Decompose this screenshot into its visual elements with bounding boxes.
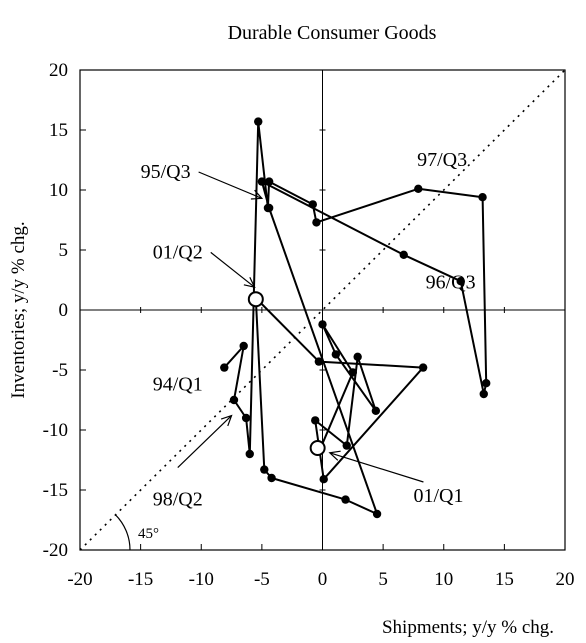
annotation-arrowhead [250,189,264,200]
y-tick-label: -20 [43,540,68,561]
data-point [308,200,317,209]
data-point [311,416,320,425]
data-point [341,495,350,504]
x-tick-label: 10 [434,569,453,590]
angle-arc [114,514,131,551]
data-point [220,363,229,372]
annotation-label: 97/Q3 [417,149,467,171]
x-tick-label: 15 [495,569,514,590]
data-point [371,406,381,415]
data-point [312,218,321,227]
y-axis-label: Inventories; y/y % chg. [8,221,29,398]
annotation-arrow [198,171,263,199]
data-point [478,193,487,202]
data-point [372,509,382,519]
data-point [318,320,327,329]
data-point [456,277,465,286]
series-group [220,117,491,519]
data-point [414,184,423,193]
annotation-arrow [210,251,255,288]
data-point [264,203,274,213]
data-point [348,368,358,377]
data-point [479,389,488,399]
annotations-group: 95/Q3 97/Q3 01/Q2 96/Q3 94/Q1 98/Q2 01/Q1 [141,149,476,511]
annotation-label: 01/Q2 [153,241,203,263]
data-point [353,352,362,361]
x-tick-label: -5 [254,569,270,590]
annotation-arrowhead [243,277,256,289]
data-point [418,363,428,372]
data-point [257,177,267,186]
y-tick-label: -10 [43,420,68,441]
x-tick-label: 0 [318,569,328,590]
data-point [314,357,324,366]
annotation-label: 95/Q3 [141,161,191,183]
x-tick-label: -10 [189,569,214,590]
y-tick-label: 20 [49,60,68,81]
x-tick-label: 5 [378,569,388,590]
annotation-arrow [329,452,424,483]
annotation-arrowhead [220,414,233,427]
chart-title: Durable Consumer Goods [228,22,437,44]
data-point [229,395,239,405]
data-point [241,413,251,423]
angle-label: 45° [138,526,159,542]
y-tick-label: 0 [59,300,69,321]
x-tick-label: 20 [556,569,575,590]
data-point [399,250,408,259]
y-tick-label: 10 [49,180,68,201]
data-point [319,475,328,484]
x-tick-label: -20 [67,569,92,590]
y-tick-label: -15 [43,480,68,501]
annotation-label: 98/Q2 [153,489,203,511]
data-point [264,177,274,186]
y-tick-label: 5 [59,240,69,261]
annotation-label: 94/Q1 [153,373,203,395]
data-point [239,341,248,351]
data-point [245,449,254,459]
data-point [267,473,276,483]
reference-line-45 [79,69,566,551]
data-point [254,117,263,126]
annotation-arrow [177,415,232,469]
annotation-label: 96/Q3 [426,271,476,293]
data-point [481,379,491,388]
y-tick-label: 15 [49,120,68,141]
y-tick-label: -5 [52,360,68,381]
annotation-label: 01/Q1 [413,485,463,507]
data-point [331,350,341,359]
hollow-marker [247,291,264,308]
x-axis-label: Shipments; y/y % chg. [382,617,554,638]
hollow-marker [309,440,326,456]
data-point [342,441,351,450]
tick-labels-group: -20 -15 -10 -5 0 5 10 15 20 -20 -15 -10 -5 0 5 10 15 20 [43,60,575,590]
annotation-arrowhead [328,450,341,461]
x-tick-label: -15 [128,569,153,590]
data-point [260,465,269,474]
